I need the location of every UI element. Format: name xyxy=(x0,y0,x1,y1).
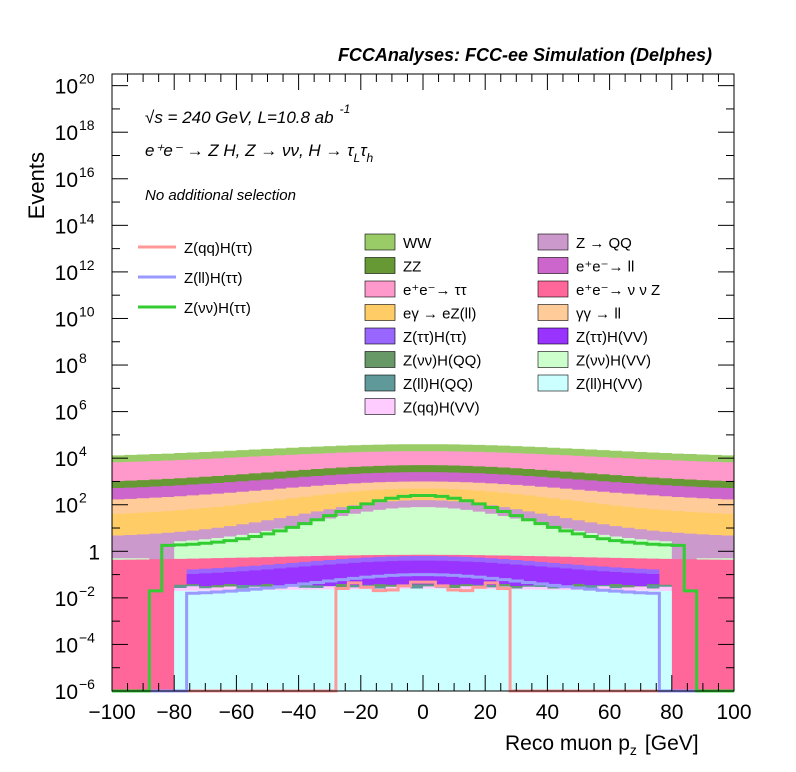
process-label-sub2: h xyxy=(367,151,374,165)
legend-swatch-1-1 xyxy=(537,257,569,274)
x-axis-label: Reco muon pz [GeV] xyxy=(505,732,699,758)
y-tick-label-6: 10 xyxy=(55,402,78,425)
x-tick-label-5: 0 xyxy=(417,701,429,724)
y-tick-label-sup-6: 6 xyxy=(79,397,87,413)
legend-swatch-0-2 xyxy=(364,280,396,298)
y-tick-label-sup-5: 4 xyxy=(79,443,87,459)
legend-line-label-0: Z(qq)H(ττ) xyxy=(184,240,253,257)
x-tick-label-1: −80 xyxy=(156,701,192,724)
legend-line-label-1: Z(ll)H(ττ) xyxy=(184,270,243,287)
legend-label-0-5: Z(νν)H(QQ) xyxy=(403,353,481,370)
legend-swatch-1-6 xyxy=(537,374,569,392)
y-tick-label-12: 10 xyxy=(55,122,78,145)
x-tick-label-7: 40 xyxy=(536,701,559,724)
legend-swatch-1-4 xyxy=(537,327,569,345)
legend-swatch-1-3 xyxy=(537,304,569,321)
legend-label-0-4: Z(ττ)H(ττ) xyxy=(403,329,467,346)
legend-line-label-2: Z(νν)H(ττ) xyxy=(184,300,251,317)
legend-swatch-0-6 xyxy=(364,374,396,392)
legend-swatch-0-1 xyxy=(364,257,396,274)
y-tick-label-8: 10 xyxy=(55,308,78,331)
y-tick-label-10: 10 xyxy=(55,215,78,238)
svg-text:Reco muon pz[GeV]: Reco muon pz [GeV] xyxy=(505,732,699,758)
legend-label-0-7: Z(qq)H(VV) xyxy=(403,400,480,417)
legend-swatch-0-3 xyxy=(364,304,396,321)
legend-swatch-0-5 xyxy=(364,351,396,368)
y-tick-label-sup-11: 16 xyxy=(79,164,95,180)
legend-label-0-3: eγ → eZ(ll) xyxy=(403,306,476,323)
y-tick-label-sup-0: −6 xyxy=(79,676,95,692)
legend-label-1-0: Z → QQ xyxy=(576,235,632,252)
legend-label-0-6: Z(ll)H(QQ) xyxy=(403,376,473,393)
selection-label: No additional selection xyxy=(145,187,296,204)
y-tick-label-sup-7: 8 xyxy=(79,350,87,366)
y-tick-label-3: 1 xyxy=(88,541,100,564)
legend-swatch-0-7 xyxy=(364,398,396,415)
chart-header: FCCAnalyses: FCC-ee Simulation (Delphes) xyxy=(338,45,712,65)
x-tick-label-10: 100 xyxy=(716,701,751,724)
x-tick-label-6: 20 xyxy=(474,701,497,724)
y-axis-label: Events xyxy=(24,152,49,219)
energy-label-sup: -1 xyxy=(340,102,351,116)
y-tick-label-sup-9: 12 xyxy=(79,257,95,273)
annotation-energy: √s = 240 GeV, L=10.8 ab -1 xyxy=(145,102,350,127)
signal-line-2 xyxy=(112,494,734,693)
y-tick-label-2: 10 xyxy=(55,588,78,611)
y-tick-label-5: 10 xyxy=(55,448,78,471)
y-tick-label-11: 10 xyxy=(55,169,78,192)
y-tick-label-sup-12: 18 xyxy=(79,117,95,133)
legend-swatch-1-5 xyxy=(537,351,569,368)
x-tick-label-8: 60 xyxy=(598,701,621,724)
y-tick-label-4: 10 xyxy=(55,495,78,518)
legend-label-1-2: e⁺e⁻→ ν ν Z xyxy=(576,282,660,299)
x-tick-label-2: −60 xyxy=(219,701,255,724)
x-axis-label-sub: z xyxy=(630,742,637,758)
y-tick-label-sup-13: 20 xyxy=(79,71,95,87)
signal-line-1 xyxy=(112,573,734,693)
svg-text:√s = 240 GeV, L=10.8 ab-1: √s = 240 GeV, L=10.8 ab -1 xyxy=(145,102,350,127)
x-axis-label-unit: [GeV] xyxy=(645,732,699,755)
y-tick-label-sup-2: −2 xyxy=(79,583,95,599)
legend-label-1-4: Z(ττ)H(VV) xyxy=(576,329,648,346)
legend-label-0-1: ZZ xyxy=(403,259,421,276)
x-axis-label-main: Reco muon p xyxy=(505,732,630,755)
legend-swatch-1-0 xyxy=(537,233,569,251)
legend-label-1-1: e⁺e⁻→ ll xyxy=(576,259,634,276)
x-tick-label-4: −20 xyxy=(343,701,379,724)
y-tick-label-sup-4: 2 xyxy=(79,490,87,506)
legend-label-1-3: γγ → ll xyxy=(576,306,621,323)
legend-label-0-2: e⁺e⁻→ ττ xyxy=(403,282,467,299)
stack-0 xyxy=(112,588,734,691)
process-label: e⁺e⁻ → Z H, Z → νν, H → τ xyxy=(145,141,355,160)
y-tick-label-sup-10: 14 xyxy=(79,210,95,226)
x-tick-label-0: −100 xyxy=(88,701,135,724)
energy-label: √s = 240 GeV, L=10.8 ab xyxy=(145,108,334,127)
legend-swatch-1-2 xyxy=(537,280,569,298)
y-tick-label-7: 10 xyxy=(55,355,78,378)
process-label-sub1: L xyxy=(354,151,361,165)
legend-swatch-0-4 xyxy=(364,327,396,345)
legend-label-0-0: WW xyxy=(403,235,432,252)
y-tick-label-sup-8: 10 xyxy=(79,303,95,319)
stacked-histogram xyxy=(112,444,734,691)
y-tick-label-13: 10 xyxy=(55,76,78,99)
axes: −100 −80 −60 −40 −20 0 20 40 60 80 10010−610−410−2… xyxy=(55,71,752,724)
y-tick-label-1: 10 xyxy=(55,634,78,657)
x-tick-label-9: 80 xyxy=(660,701,683,724)
y-tick-label-9: 10 xyxy=(55,262,78,285)
legend: Z(qq)H(ττ) Z(ll)H(ττ) Z(νν)H(ττ) WW ZZ e⁺e⁻→ … xyxy=(138,233,660,417)
y-tick-label-sup-1: −4 xyxy=(79,629,95,645)
process-label-mid: τ xyxy=(360,141,368,160)
x-tick-label-3: −40 xyxy=(281,701,317,724)
legend-label-1-5: Z(νν)H(VV) xyxy=(576,353,651,370)
legend-swatch-0-0 xyxy=(364,233,396,251)
y-tick-label-0: 10 xyxy=(55,681,78,704)
svg-text:e⁺e⁻ → Z H, Z → νν, H → τLτh: e⁺e⁻ → Z H, Z → νν, H → τLτh xyxy=(145,141,374,165)
legend-label-1-6: Z(ll)H(VV) xyxy=(576,376,643,393)
annotation-process: e⁺e⁻ → Z H, Z → νν, H → τLτh xyxy=(145,141,374,165)
